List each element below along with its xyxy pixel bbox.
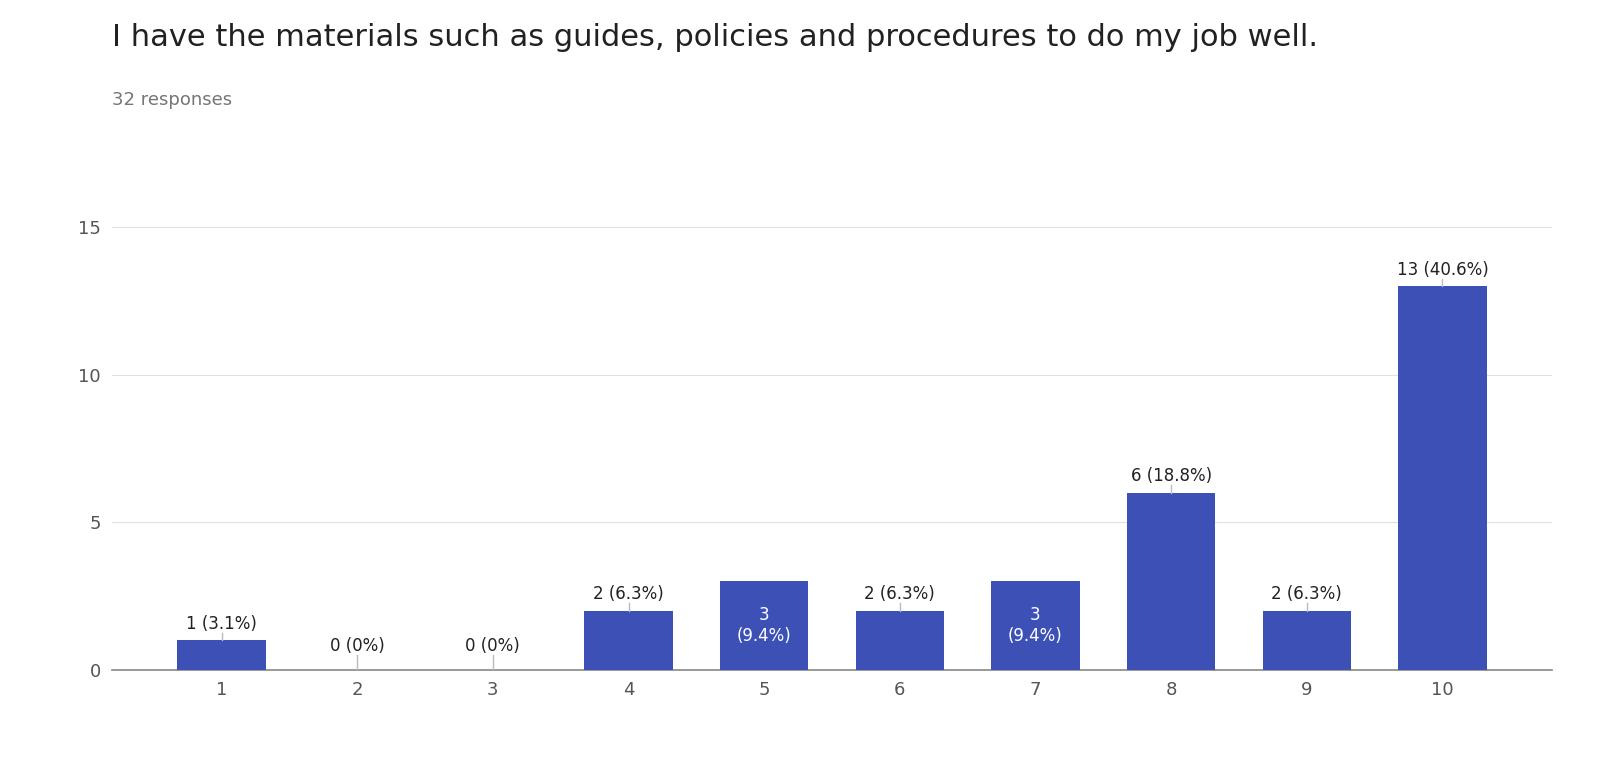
Text: 2 (6.3%): 2 (6.3%) xyxy=(594,585,664,603)
Text: 3
(9.4%): 3 (9.4%) xyxy=(736,606,792,645)
Text: 0 (0%): 0 (0%) xyxy=(330,637,384,655)
Bar xyxy=(856,610,944,670)
Bar xyxy=(1262,610,1350,670)
Text: 32 responses: 32 responses xyxy=(112,91,232,110)
Text: 6 (18.8%): 6 (18.8%) xyxy=(1131,467,1211,486)
Bar xyxy=(1126,493,1216,670)
Bar xyxy=(992,581,1080,670)
Text: 2 (6.3%): 2 (6.3%) xyxy=(1272,585,1342,603)
Text: 1 (3.1%): 1 (3.1%) xyxy=(186,615,258,633)
Text: I have the materials such as guides, policies and procedures to do my job well.: I have the materials such as guides, pol… xyxy=(112,23,1318,52)
Bar xyxy=(178,640,266,670)
Text: 2 (6.3%): 2 (6.3%) xyxy=(864,585,936,603)
Text: 3
(9.4%): 3 (9.4%) xyxy=(1008,606,1062,645)
Bar xyxy=(1398,286,1486,670)
Text: 13 (40.6%): 13 (40.6%) xyxy=(1397,261,1488,279)
Bar xyxy=(720,581,808,670)
Text: 0 (0%): 0 (0%) xyxy=(466,637,520,655)
Bar xyxy=(584,610,672,670)
